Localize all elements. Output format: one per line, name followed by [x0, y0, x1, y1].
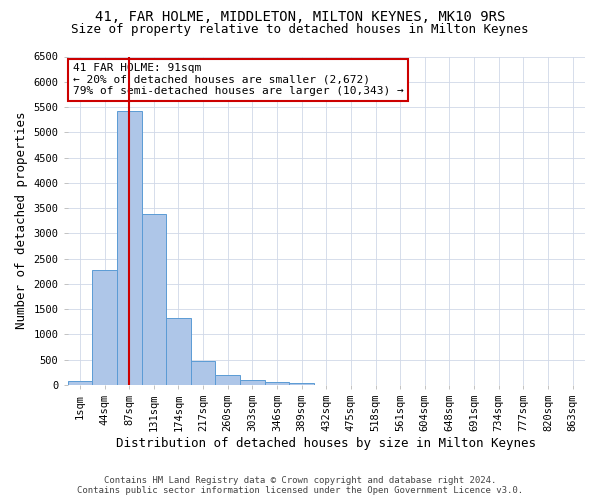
- X-axis label: Distribution of detached houses by size in Milton Keynes: Distribution of detached houses by size …: [116, 437, 536, 450]
- Bar: [142, 214, 166, 385]
- Text: Contains HM Land Registry data © Crown copyright and database right 2024.
Contai: Contains HM Land Registry data © Crown c…: [77, 476, 523, 495]
- Bar: [166, 318, 191, 385]
- Bar: [191, 360, 215, 385]
- Bar: [117, 110, 142, 385]
- Bar: [265, 382, 289, 385]
- Y-axis label: Number of detached properties: Number of detached properties: [15, 112, 28, 330]
- Bar: [68, 382, 92, 385]
- Bar: [289, 383, 314, 385]
- Bar: [240, 380, 265, 385]
- Text: 41, FAR HOLME, MIDDLETON, MILTON KEYNES, MK10 9RS: 41, FAR HOLME, MIDDLETON, MILTON KEYNES,…: [95, 10, 505, 24]
- Bar: [92, 270, 117, 385]
- Text: Size of property relative to detached houses in Milton Keynes: Size of property relative to detached ho…: [71, 22, 529, 36]
- Text: 41 FAR HOLME: 91sqm
← 20% of detached houses are smaller (2,672)
79% of semi-det: 41 FAR HOLME: 91sqm ← 20% of detached ho…: [73, 63, 404, 96]
- Bar: [215, 376, 240, 385]
